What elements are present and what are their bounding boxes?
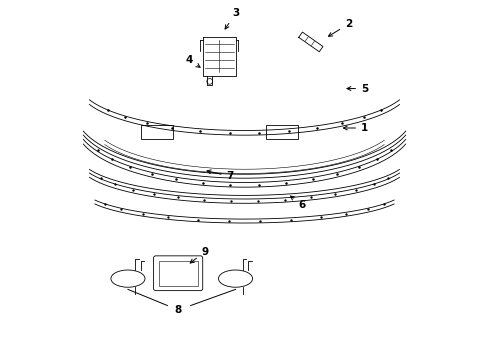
Bar: [265, 125, 298, 139]
Text: 3: 3: [224, 8, 239, 29]
Text: 4: 4: [185, 54, 200, 67]
Text: 7: 7: [206, 170, 233, 181]
Text: 5: 5: [346, 84, 367, 94]
Text: 1: 1: [343, 123, 367, 133]
Text: 9: 9: [190, 247, 208, 263]
Bar: [140, 125, 172, 139]
Bar: [158, 261, 197, 285]
Text: 2: 2: [328, 19, 351, 36]
Text: 6: 6: [290, 196, 305, 210]
Text: 8: 8: [174, 305, 182, 315]
